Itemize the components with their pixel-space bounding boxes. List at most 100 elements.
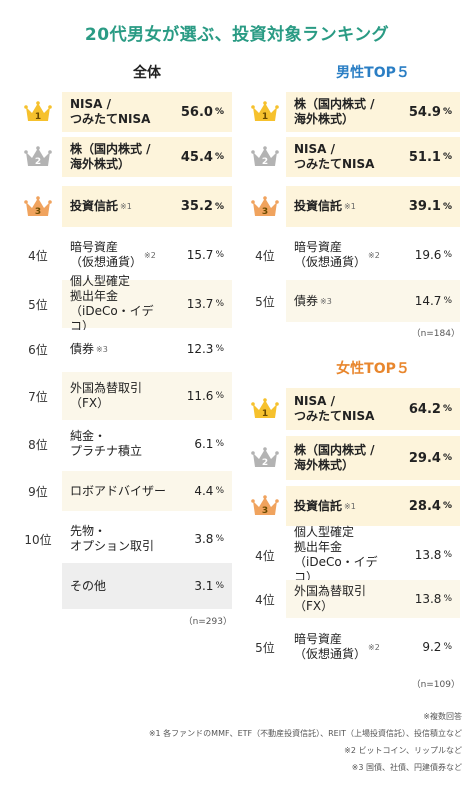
panel-title: 女性TOP５: [336, 361, 410, 377]
silver-crown-icon: 2: [251, 146, 279, 168]
percent-unit: %: [215, 486, 224, 496]
bronze-crown-icon: 3: [251, 495, 279, 517]
panel-title: 男性TOP５: [336, 65, 410, 81]
percent-unit: %: [214, 152, 224, 162]
ranking-row: 5位 暗号資産 （仮想通貨） ※2 9.2%: [244, 624, 460, 670]
ranking-row: 2 株（国内株式 / 海外株式） 29.4%: [244, 436, 460, 480]
rank-label: 4位: [28, 248, 48, 263]
rank-cell: 9位: [14, 471, 62, 511]
item-value-cell: 29.4%: [390, 436, 460, 480]
item-value-cell: 45.4%: [170, 137, 232, 177]
rank-cell: 4位: [244, 232, 286, 278]
item-value: 3.1: [194, 579, 214, 593]
footnote-mark: ※2: [368, 250, 380, 260]
item-label-cell: 外国為替取引 （FX）: [62, 372, 170, 420]
rank-cell: 4位: [14, 232, 62, 278]
item-label: 暗号資産 （仮想通貨）: [70, 240, 143, 269]
rank-cell: 5位: [244, 624, 286, 670]
footnote-mark: ※3: [320, 296, 332, 306]
percent-unit: %: [215, 344, 224, 354]
item-value: 64.2: [408, 401, 441, 417]
ranking-row: 10位 先物・ オプション取引 3.8%: [14, 515, 232, 563]
item-label-cell: 先物・ オプション取引: [62, 515, 170, 563]
crown-rank-number: 2: [262, 458, 268, 468]
item-label: 債券: [70, 341, 95, 356]
item-value: 29.4: [408, 450, 441, 466]
rank-cell: 4位: [244, 532, 286, 578]
ranking-row: 2 株（国内株式 / 海外株式） 45.4%: [14, 137, 232, 177]
item-label-cell: 債券 ※3: [286, 280, 390, 322]
footnote-mark: ※1: [344, 501, 356, 511]
item-value: 13.8: [414, 548, 442, 562]
item-label: 個人型確定 拠出年金 （iDeCo・イデコ）: [70, 274, 154, 333]
sample-size: （n=184）: [411, 329, 460, 339]
item-value: 56.0: [180, 104, 213, 120]
percent-unit: %: [215, 391, 224, 401]
ranking-row: 1 NISA / つみたてNISA 64.2%: [244, 388, 460, 430]
percent-unit: %: [443, 594, 452, 604]
item-label: NISA / つみたてNISA: [294, 394, 375, 423]
item-label-cell: 暗号資産 （仮想通貨） ※2: [62, 232, 170, 278]
rank-cell: 2: [244, 436, 286, 480]
percent-unit: %: [443, 642, 452, 652]
item-label: 暗号資産 （仮想通貨）: [294, 240, 367, 269]
item-label: 投資信託: [294, 498, 343, 513]
item-value-cell: 54.9%: [390, 92, 460, 132]
item-label-cell: 投資信託 ※1: [62, 186, 170, 227]
crown-rank-number: 3: [35, 207, 41, 217]
footnote-line: ※2 ビットコイン、リップルなど: [344, 746, 462, 755]
item-label: 純金・ プラチナ積立: [70, 429, 143, 458]
percent-unit: %: [442, 453, 452, 463]
ranking-row: 5位 個人型確定 拠出年金 （iDeCo・イデコ） 13.7%: [14, 274, 232, 333]
item-label: 債券: [294, 293, 319, 308]
ranking-row: 4位 外国為替取引 （FX） 13.8%: [244, 580, 460, 618]
rank-cell: 3: [244, 186, 286, 227]
ranking-row: 4位 個人型確定 拠出年金 （iDeCo・イデコ） 13.8%: [244, 525, 460, 584]
ranking-row: 9位 ロボアドバイザー 4.4%: [14, 471, 232, 511]
item-value-cell: 13.8%: [390, 532, 460, 578]
item-label: NISA / つみたてNISA: [294, 142, 375, 171]
rank-label: 7位: [28, 389, 48, 404]
silver-crown-icon: 2: [251, 447, 279, 469]
percent-unit: %: [442, 404, 452, 414]
rank-label: 5位: [28, 297, 48, 312]
item-label: 暗号資産 （仮想通貨）: [294, 632, 367, 661]
item-value: 54.9: [408, 104, 441, 120]
crown-rank-number: 3: [262, 506, 268, 516]
sample-size: （n=109）: [411, 680, 460, 690]
footnote-mark: ※1: [120, 202, 132, 211]
item-value-cell: 3.8%: [170, 515, 232, 563]
item-label: 株（国内株式 / 海外株式）: [294, 97, 375, 126]
item-value: 4.4: [194, 484, 214, 498]
percent-unit: %: [214, 201, 224, 212]
item-value: 51.1: [408, 149, 441, 165]
percent-unit: %: [214, 107, 224, 117]
item-value: 15.7: [186, 248, 214, 262]
crown-rank-number: 1: [35, 112, 41, 122]
ranking-row: 6位 債券 ※3 12.3%: [14, 330, 232, 368]
ranking-row: 1 NISA / つみたてNISA 56.0%: [14, 92, 232, 132]
sample-size: （n=293）: [183, 617, 232, 627]
item-value: 11.6: [186, 389, 214, 403]
item-label-cell: 暗号資産 （仮想通貨） ※2: [286, 232, 390, 278]
rank-cell: 1: [244, 388, 286, 430]
rank-cell: 2: [14, 137, 62, 177]
item-value: 39.1: [408, 199, 441, 214]
rank-cell: 1: [14, 92, 62, 132]
rank-cell: 2: [244, 137, 286, 177]
item-value: 19.6: [414, 248, 442, 262]
percent-unit: %: [215, 534, 224, 544]
item-value-cell: 13.7%: [170, 280, 232, 328]
rank-cell: 6位: [14, 330, 62, 368]
item-value-cell: 11.6%: [170, 372, 232, 420]
item-label: その他: [70, 578, 107, 593]
percent-unit: %: [443, 550, 452, 560]
item-value-cell: 15.7%: [170, 232, 232, 278]
item-value-cell: 56.0%: [170, 92, 232, 132]
percent-unit: %: [215, 439, 224, 449]
item-label-cell: ロボアドバイザー: [62, 471, 170, 511]
percent-unit: %: [443, 250, 452, 260]
ranking-row: 3 投資信託 ※1 35.2%: [14, 186, 232, 227]
percent-unit: %: [443, 296, 452, 306]
item-value-cell: 35.2%: [170, 186, 232, 227]
